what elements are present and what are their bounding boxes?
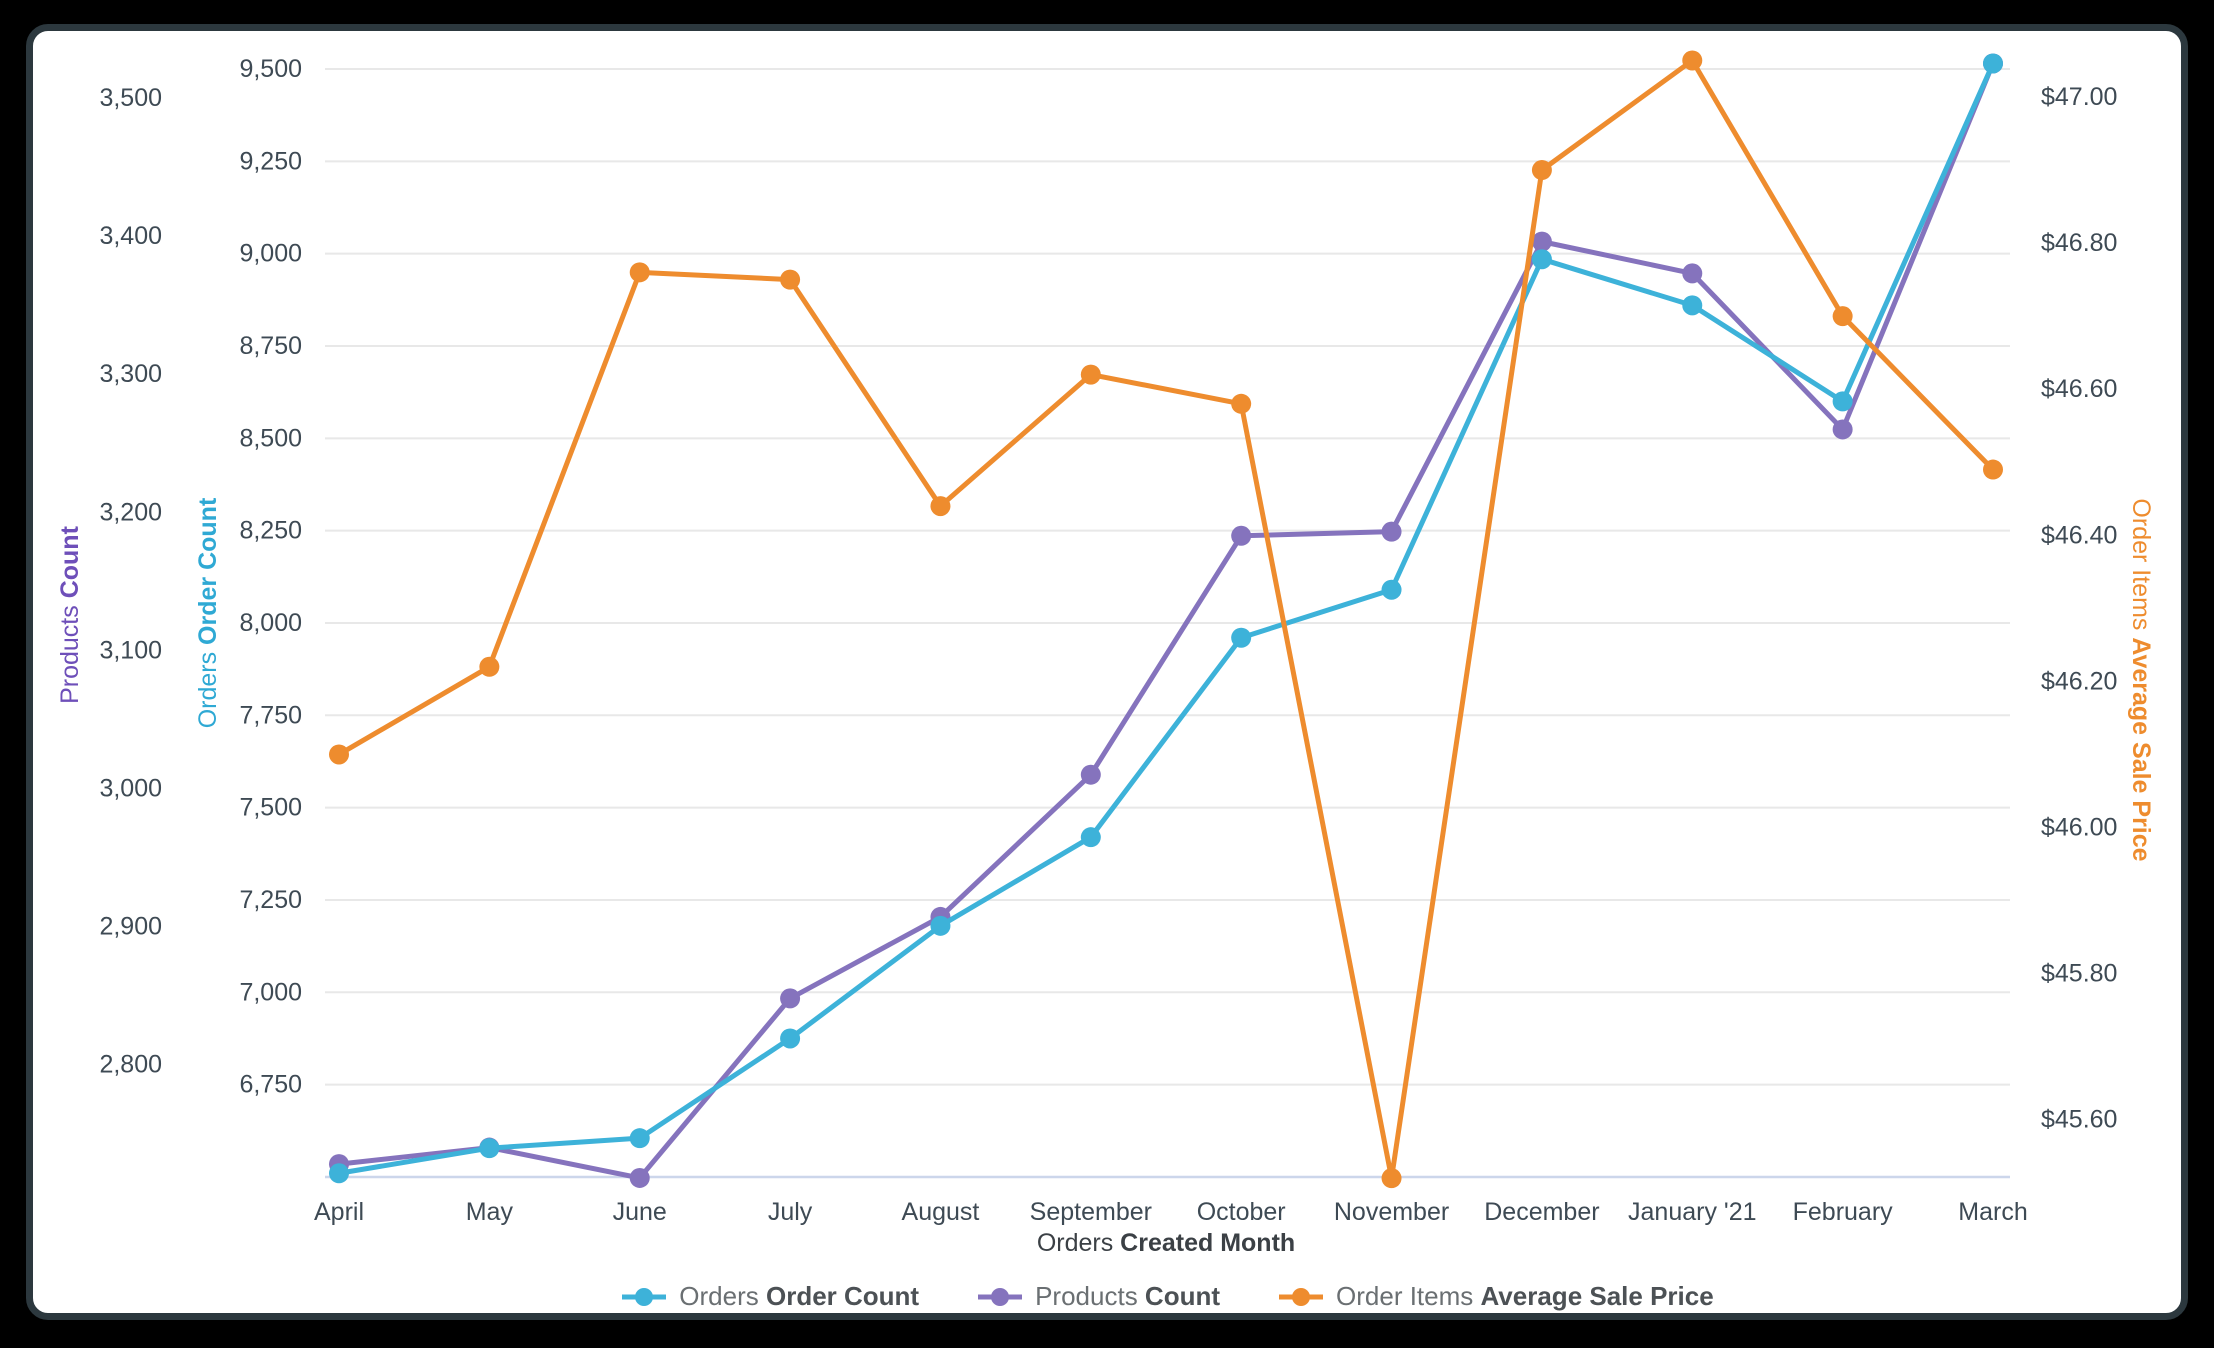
series-line bbox=[336, 60, 1996, 1181]
orders-tick-label: 8,250 bbox=[239, 517, 302, 545]
data-point[interactable] bbox=[1531, 231, 1552, 252]
data-point[interactable] bbox=[479, 1138, 500, 1159]
data-point[interactable] bbox=[1231, 627, 1252, 648]
data-point[interactable] bbox=[1832, 419, 1853, 440]
month-label: July bbox=[768, 1198, 813, 1226]
data-point[interactable] bbox=[930, 496, 951, 517]
data-point[interactable] bbox=[1682, 295, 1703, 316]
data-point[interactable] bbox=[1531, 249, 1552, 270]
legend-marker-icon bbox=[622, 1287, 667, 1306]
legend-item[interactable]: Products Count bbox=[977, 1281, 1220, 1312]
month-label: December bbox=[1484, 1198, 1599, 1226]
price-axis-title: Order Items Average Sale Price bbox=[2127, 498, 2155, 861]
data-point[interactable] bbox=[1832, 391, 1853, 412]
orders-tick-label: 9,000 bbox=[239, 240, 302, 268]
month-label: April bbox=[314, 1198, 364, 1226]
legend-item[interactable]: Order Items Average Sale Price bbox=[1278, 1281, 1714, 1312]
price-tick-label: $46.60 bbox=[2041, 375, 2117, 403]
gridlines bbox=[325, 68, 2010, 1086]
price-tick-label: $46.80 bbox=[2041, 229, 2117, 257]
data-point[interactable] bbox=[329, 1163, 349, 1184]
orders-tick-label: 7,500 bbox=[239, 794, 302, 822]
legend-item[interactable]: Orders Order Count bbox=[621, 1281, 919, 1312]
orders-tick-label: 8,000 bbox=[239, 609, 302, 637]
data-point[interactable] bbox=[1983, 459, 2003, 480]
data-point[interactable] bbox=[1080, 827, 1101, 848]
products-tick-label: 3,200 bbox=[99, 498, 162, 526]
legend-label: Orders Order Count bbox=[679, 1281, 920, 1311]
legend-marker-icon bbox=[978, 1287, 1023, 1306]
series-line bbox=[336, 57, 1996, 1181]
chart-legend: Orders Order Count Products Count Order It… bbox=[325, 1281, 2010, 1312]
data-point[interactable] bbox=[780, 269, 801, 290]
legend-dot bbox=[635, 1287, 654, 1306]
products-tick-label: 2,800 bbox=[99, 1051, 162, 1079]
data-point[interactable] bbox=[1381, 1168, 1402, 1189]
price-tick-label: $47.00 bbox=[2041, 83, 2117, 111]
legend-label: Order Items Average Sale Price bbox=[1336, 1281, 1714, 1311]
data-point[interactable] bbox=[1080, 764, 1101, 785]
legend-marker-icon bbox=[1279, 1287, 1324, 1306]
orders-tick-label: 7,250 bbox=[239, 886, 302, 914]
month-label: September bbox=[1030, 1198, 1152, 1226]
data-point[interactable] bbox=[1983, 53, 2003, 74]
month-label: May bbox=[466, 1198, 514, 1226]
x-axis-title: Orders Created Month bbox=[1037, 1229, 1295, 1257]
data-point[interactable] bbox=[1832, 306, 1853, 327]
orders-tick-label: 6,750 bbox=[239, 1071, 302, 1099]
data-point[interactable] bbox=[1682, 50, 1703, 71]
orders-axis-title: Orders Order Count bbox=[194, 497, 222, 728]
data-point[interactable] bbox=[1231, 393, 1252, 414]
products-axis-title: Products Count bbox=[56, 525, 84, 703]
data-point[interactable] bbox=[1381, 521, 1402, 542]
data-point[interactable] bbox=[629, 262, 650, 283]
data-point[interactable] bbox=[479, 656, 500, 677]
axis-labels: 9,500 9,250 9,000 8,750 8,500 8,250 8,000 7,750… bbox=[56, 55, 2155, 1257]
data-point[interactable] bbox=[329, 744, 349, 765]
price-tick-label: $46.00 bbox=[2041, 814, 2117, 842]
month-label: January '21 bbox=[1628, 1198, 1756, 1226]
orders-tick-label: 8,500 bbox=[239, 424, 302, 452]
orders-tick-label: 7,000 bbox=[239, 978, 302, 1006]
price-tick-label: $45.80 bbox=[2041, 960, 2117, 988]
products-tick-label: 3,500 bbox=[99, 84, 162, 112]
data-point[interactable] bbox=[629, 1128, 650, 1149]
data-point[interactable] bbox=[780, 988, 801, 1009]
data-point[interactable] bbox=[629, 1167, 650, 1188]
orders-tick-label: 7,750 bbox=[239, 701, 302, 729]
month-label: November bbox=[1334, 1198, 1449, 1226]
data-point[interactable] bbox=[1531, 160, 1552, 181]
orders-tick-label: 8,750 bbox=[239, 332, 302, 360]
price-tick-label: $46.40 bbox=[2041, 521, 2117, 549]
products-tick-label: 3,100 bbox=[99, 636, 162, 664]
data-point[interactable] bbox=[1080, 364, 1101, 385]
legend-dot bbox=[1292, 1287, 1311, 1306]
data-point[interactable] bbox=[930, 915, 951, 936]
price-tick-label: $45.60 bbox=[2041, 1106, 2117, 1134]
products-tick-label: 3,000 bbox=[99, 775, 162, 803]
data-point[interactable] bbox=[1381, 579, 1402, 600]
month-label: February bbox=[1793, 1198, 1894, 1226]
series-line bbox=[336, 60, 1996, 1176]
month-label: March bbox=[1958, 1198, 2027, 1226]
legend-dot bbox=[991, 1287, 1010, 1306]
month-label: June bbox=[613, 1198, 667, 1226]
orders-tick-label: 9,500 bbox=[239, 55, 302, 83]
chart-card bbox=[26, 24, 2188, 1320]
products-tick-label: 2,900 bbox=[99, 913, 162, 941]
series-lines bbox=[329, 50, 2003, 1189]
data-point[interactable] bbox=[1682, 263, 1703, 284]
data-point[interactable] bbox=[1231, 525, 1252, 546]
month-label: October bbox=[1197, 1198, 1286, 1226]
month-label: August bbox=[902, 1198, 980, 1226]
price-tick-label: $46.20 bbox=[2041, 667, 2117, 695]
orders-tick-label: 9,250 bbox=[239, 147, 302, 175]
data-point[interactable] bbox=[780, 1028, 801, 1049]
legend-label: Products Count bbox=[1035, 1281, 1221, 1311]
products-tick-label: 3,300 bbox=[99, 360, 162, 388]
products-tick-label: 3,400 bbox=[99, 222, 162, 250]
